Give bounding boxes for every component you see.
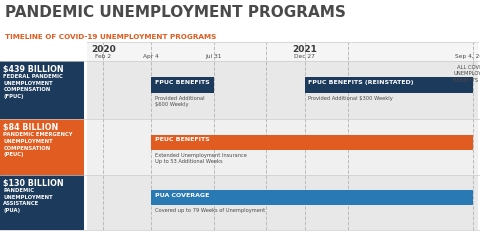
Bar	[151, 135, 473, 150]
Text: Apr 4: Apr 4	[144, 54, 159, 58]
Text: Sep 4, 2021: Sep 4, 2021	[455, 54, 480, 58]
Text: Provided Additional $300 Weekly: Provided Additional $300 Weekly	[308, 96, 393, 101]
Text: PANDEMIC EMERGENCY
UNEMPLOYMENT
COMPENSATION
(PEUC): PANDEMIC EMERGENCY UNEMPLOYMENT COMPENSA…	[3, 132, 73, 156]
Text: Provided Additional
$600 Weekly: Provided Additional $600 Weekly	[155, 96, 204, 107]
Text: Extended Unemployment Insurance
Up to 53 Additional Weeks: Extended Unemployment Insurance Up to 53…	[155, 152, 246, 164]
Text: ALL COVID-19
UNEMPLOYMENT
BENEFITS ENDED: ALL COVID-19 UNEMPLOYMENT BENEFITS ENDED	[453, 64, 480, 82]
Bar	[87, 62, 478, 120]
Bar	[87, 43, 478, 62]
Text: PANDEMIC UNEMPLOYMENT PROGRAMS: PANDEMIC UNEMPLOYMENT PROGRAMS	[5, 5, 346, 20]
Text: $84 BILLION: $84 BILLION	[3, 123, 59, 132]
Text: FPUC BENEFITS (REINSTATED): FPUC BENEFITS (REINSTATED)	[308, 79, 414, 84]
Text: FEDERAL PANDEMIC
UNEMPLOYMENT
COMPENSATION
(FPUC): FEDERAL PANDEMIC UNEMPLOYMENT COMPENSATI…	[3, 74, 63, 99]
Bar	[0, 175, 84, 231]
Text: 2021: 2021	[292, 45, 317, 54]
Text: FPUC BENEFITS: FPUC BENEFITS	[155, 79, 209, 84]
Text: Covered up to 79 Weeks of Unemployment: Covered up to 79 Weeks of Unemployment	[155, 208, 264, 213]
Bar	[151, 78, 214, 93]
Text: TIMELINE OF COVID-19 UNEMPLOYMENT PROGRAMS: TIMELINE OF COVID-19 UNEMPLOYMENT PROGRA…	[5, 34, 216, 40]
Text: Jul 31: Jul 31	[205, 54, 222, 58]
Text: PUA COVERAGE: PUA COVERAGE	[155, 192, 209, 197]
Bar	[305, 78, 473, 93]
Bar	[87, 120, 478, 175]
Text: $130 BILLION: $130 BILLION	[3, 178, 64, 187]
Text: Dec 27: Dec 27	[294, 54, 315, 58]
Text: PEUC BENEFITS: PEUC BENEFITS	[155, 137, 209, 141]
Bar	[0, 62, 84, 120]
Text: 2020: 2020	[91, 45, 116, 54]
Bar	[0, 120, 84, 175]
Bar	[151, 191, 473, 206]
Text: $439 BILLION: $439 BILLION	[3, 65, 64, 74]
Text: PANDEMIC
UNEMPLOYMENT
ASSISTANCE
(PUA): PANDEMIC UNEMPLOYMENT ASSISTANCE (PUA)	[3, 187, 53, 212]
Text: Feb 2: Feb 2	[95, 54, 111, 58]
Bar	[87, 175, 478, 231]
